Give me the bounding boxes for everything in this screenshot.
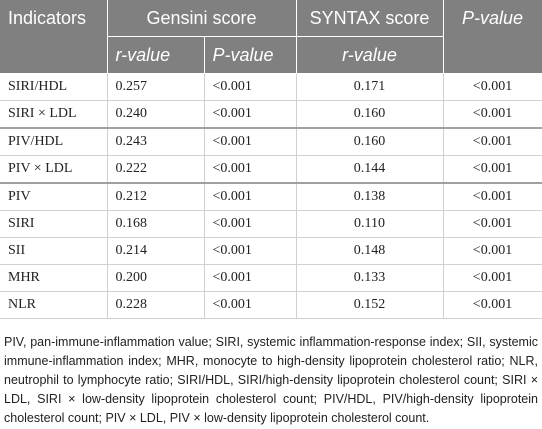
value-cell: <0.001	[443, 291, 542, 319]
table-row: MHR 0.200 <0.001 0.133 <0.001	[0, 264, 542, 292]
table-body: SIRI/HDL 0.257 <0.001 0.171 <0.001 SIRI × LDL…	[0, 73, 542, 319]
value-cell: <0.001	[204, 264, 297, 292]
results-table: Indicators Gensini score SYNTAX score P-…	[0, 0, 542, 319]
value-cell: 0.110	[296, 210, 444, 238]
value-cell: 0.148	[296, 237, 444, 265]
indicator-cell: SIRI/HDL	[0, 73, 108, 101]
indicator-cell: PIV	[0, 183, 108, 211]
value-cell: 0.228	[107, 291, 205, 319]
table-row: SII 0.214 <0.001 0.148 <0.001	[0, 237, 542, 265]
value-cell: 0.214	[107, 237, 205, 265]
value-cell: 0.171	[296, 73, 444, 101]
value-cell: <0.001	[443, 128, 542, 156]
value-cell: 0.168	[107, 210, 205, 238]
table-row: SIRI 0.168 <0.001 0.110 <0.001	[0, 210, 542, 238]
value-cell: <0.001	[204, 237, 297, 265]
value-cell: 0.212	[107, 183, 205, 211]
value-cell: <0.001	[443, 100, 542, 129]
value-cell: <0.001	[443, 264, 542, 292]
indicator-cell: SII	[0, 237, 108, 265]
subheader-cell: r-value	[107, 36, 205, 74]
table-row: SIRI × LDL 0.240 <0.001 0.160 <0.001	[0, 100, 542, 129]
value-cell: <0.001	[204, 183, 297, 211]
footnote: PIV, pan-immune-inflammation value; SIRI…	[4, 335, 538, 425]
indicator-cell: SIRI × LDL	[0, 100, 108, 129]
value-cell: 0.240	[107, 100, 205, 129]
value-cell: 0.160	[296, 128, 444, 156]
value-cell: 0.222	[107, 155, 205, 184]
value-cell: <0.001	[204, 291, 297, 319]
header-cell: Indicators	[0, 0, 108, 74]
value-cell: 0.144	[296, 155, 444, 184]
indicator-cell: PIV × LDL	[0, 155, 108, 184]
header-cell: SYNTAX score	[296, 0, 444, 37]
table-row: PIV 0.212 <0.001 0.138 <0.001	[0, 183, 542, 211]
value-cell: 0.160	[296, 100, 444, 129]
table-row: PIV/HDL 0.243 <0.001 0.160 <0.001	[0, 128, 542, 156]
value-cell: 0.200	[107, 264, 205, 292]
value-cell: <0.001	[204, 73, 297, 101]
value-cell: <0.001	[204, 128, 297, 156]
value-cell: 0.152	[296, 291, 444, 319]
indicator-cell: PIV/HDL	[0, 128, 108, 156]
subheader-cell: r-value	[296, 36, 444, 74]
indicator-cell: MHR	[0, 264, 108, 292]
value-cell: <0.001	[204, 100, 297, 129]
value-cell: 0.138	[296, 183, 444, 211]
value-cell: 0.243	[107, 128, 205, 156]
table-row: NLR 0.228 <0.001 0.152 <0.001	[0, 291, 542, 319]
value-cell: <0.001	[204, 155, 297, 184]
value-cell: <0.001	[443, 73, 542, 101]
value-cell: <0.001	[443, 237, 542, 265]
value-cell: <0.001	[443, 183, 542, 211]
indicator-cell: NLR	[0, 291, 108, 319]
indicator-cell: SIRI	[0, 210, 108, 238]
subheader-cell: P-value	[204, 36, 297, 74]
header-cell: P-value	[443, 0, 542, 74]
table-row: SIRI/HDL 0.257 <0.001 0.171 <0.001	[0, 73, 542, 101]
value-cell: 0.133	[296, 264, 444, 292]
value-cell: <0.001	[443, 210, 542, 238]
value-cell: <0.001	[204, 210, 297, 238]
header-cell: Gensini score	[107, 0, 297, 37]
table-row: PIV × LDL 0.222 <0.001 0.144 <0.001	[0, 155, 542, 184]
value-cell: <0.001	[443, 155, 542, 184]
value-cell: 0.257	[107, 73, 205, 101]
